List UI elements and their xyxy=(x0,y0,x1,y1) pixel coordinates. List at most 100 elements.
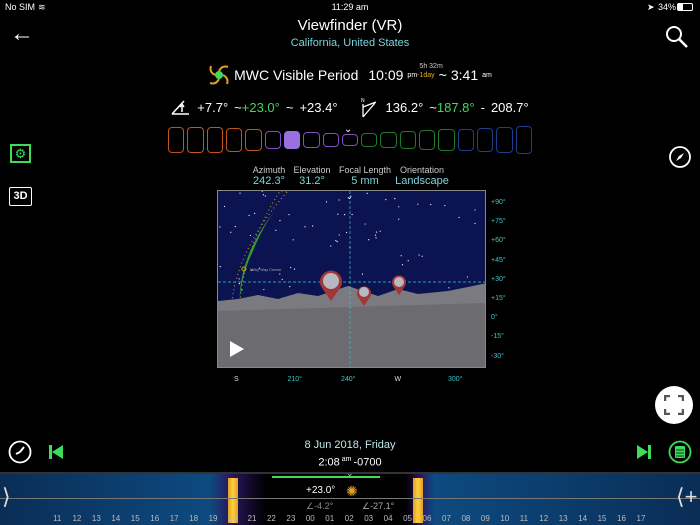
skip-forward-icon[interactable] xyxy=(636,444,652,460)
viewport-chevron-icon: ⌄ xyxy=(346,192,353,201)
compass-icon[interactable] xyxy=(668,145,692,169)
moon-phase-day[interactable] xyxy=(419,130,436,150)
map-pin[interactable] xyxy=(357,286,371,306)
moon-phase-day[interactable] xyxy=(303,132,320,148)
moon-phase-day[interactable] xyxy=(380,132,397,148)
timeline-hour: 16 xyxy=(150,514,160,523)
timeline-hour: 23 xyxy=(286,514,296,523)
timeline-hour: 20 xyxy=(228,514,237,523)
clock: 11:29 am xyxy=(331,2,369,12)
elev-min: +7.7° xyxy=(197,99,229,115)
star xyxy=(351,213,353,216)
svg-text:N: N xyxy=(361,98,365,104)
star xyxy=(325,201,328,203)
milky-way-icon xyxy=(209,65,229,85)
moon-phase-day[interactable] xyxy=(168,127,185,153)
star xyxy=(448,287,450,289)
timeline-scrubber[interactable]: +23.0° ∠-4.2° ∠-27.1° ✺ ⌄ ⟩ ⟨+ 11 12 13 14 1… xyxy=(0,469,700,525)
moon-phase-day[interactable] xyxy=(245,129,262,151)
star xyxy=(421,255,423,257)
moon-phase-day[interactable] xyxy=(264,131,281,149)
time-label[interactable]: 2:08 am -0700 xyxy=(250,456,450,469)
clock-icon[interactable] xyxy=(8,440,32,464)
sep: - xyxy=(480,99,485,115)
play-icon[interactable] xyxy=(230,341,244,357)
star xyxy=(290,267,292,269)
map-pin[interactable] xyxy=(320,270,342,301)
focal-value: 5 mm xyxy=(351,175,379,187)
back-arrow-icon[interactable]: ← xyxy=(10,20,34,47)
az-max: 208.7° xyxy=(490,99,529,115)
skip-back-icon[interactable] xyxy=(48,444,64,460)
elevation-tick: -30° xyxy=(491,352,504,360)
time: 2:08 xyxy=(318,456,340,469)
timeline-hour: 15 xyxy=(597,514,607,523)
star xyxy=(293,268,296,270)
star xyxy=(361,273,364,275)
moon-phase-day[interactable] xyxy=(477,128,494,152)
star xyxy=(398,206,400,208)
elevation-azimuth-row: +7.7° ~ +23.0° ~ +23.4° N 136.2° ~187.8° -… xyxy=(0,96,700,118)
horizon-line xyxy=(0,498,700,499)
moon-phase-day[interactable] xyxy=(399,131,417,149)
moon-phase-day[interactable] xyxy=(225,128,243,152)
carrier: No SIM xyxy=(5,2,36,12)
mwc-label: MWC Visible Period xyxy=(234,67,359,83)
timeline-hour: 00 xyxy=(305,514,315,523)
battery-icon xyxy=(677,3,693,11)
zoom-out-icon[interactable]: ⟩ xyxy=(2,484,11,509)
star xyxy=(249,234,252,237)
star xyxy=(288,214,290,216)
star xyxy=(400,255,402,257)
star xyxy=(344,214,346,216)
star xyxy=(312,225,314,227)
moon-phase-day[interactable] xyxy=(187,127,204,153)
settings-gear-icon[interactable]: ⚙ xyxy=(10,144,31,163)
moon-phase-bar[interactable] xyxy=(168,126,532,154)
moon-phase-day[interactable] xyxy=(322,133,339,147)
star xyxy=(364,223,366,225)
search-icon[interactable] xyxy=(665,25,689,49)
azimuth-tick: 240° xyxy=(341,376,356,383)
timeline-hour: 15 xyxy=(130,514,140,523)
zoom-in-icon[interactable]: ⟨+ xyxy=(676,484,698,509)
moon-phase-day[interactable] xyxy=(206,127,223,153)
azimuth-label: Azimuth xyxy=(252,165,286,175)
star xyxy=(375,231,378,233)
star xyxy=(275,229,277,231)
timeline-hour: 13 xyxy=(91,514,101,523)
moon-phase-day[interactable] xyxy=(283,131,301,149)
star xyxy=(253,212,256,214)
star xyxy=(262,194,264,196)
star xyxy=(219,266,221,268)
moon-phase-day[interactable] xyxy=(515,126,532,154)
fullscreen-icon xyxy=(664,395,684,415)
date-label[interactable]: 8 Jun 2018, Friday xyxy=(304,439,396,451)
star xyxy=(366,192,368,195)
star xyxy=(304,226,306,228)
star xyxy=(292,239,294,241)
azimuth-axis: S 210° 240° W 300° xyxy=(217,376,486,388)
moon-phase-day[interactable] xyxy=(361,133,378,147)
status-bar: No SIM ≋ 11:29 am ➤ 34% xyxy=(0,2,700,14)
moon-phase-day[interactable] xyxy=(496,127,513,153)
timeline-hour: 09 xyxy=(480,514,490,523)
3d-toggle-button[interactable]: 3D xyxy=(9,187,32,206)
location-subtitle[interactable]: California, United States xyxy=(290,37,410,49)
fullscreen-button[interactable] xyxy=(655,386,693,424)
sky-scene: Milky Way Centre ⌄ xyxy=(218,191,485,367)
moon-phase-day[interactable] xyxy=(457,129,474,151)
calendar-icon[interactable] xyxy=(668,440,692,464)
elevation-tick: +15° xyxy=(491,295,506,302)
star xyxy=(279,220,281,222)
timeline-elevation: +23.0° xyxy=(306,485,336,496)
star xyxy=(407,260,409,262)
map-pin[interactable] xyxy=(392,275,406,295)
moon-phase-day[interactable] xyxy=(341,134,359,146)
azimuth-tick: 300° xyxy=(448,376,463,383)
page-title: Viewfinder (VR) xyxy=(297,17,403,34)
viewfinder-viewport[interactable]: Milky Way Centre ⌄ xyxy=(217,190,486,368)
moon-phase-day[interactable] xyxy=(438,129,455,151)
star xyxy=(289,286,291,288)
star xyxy=(219,226,221,228)
